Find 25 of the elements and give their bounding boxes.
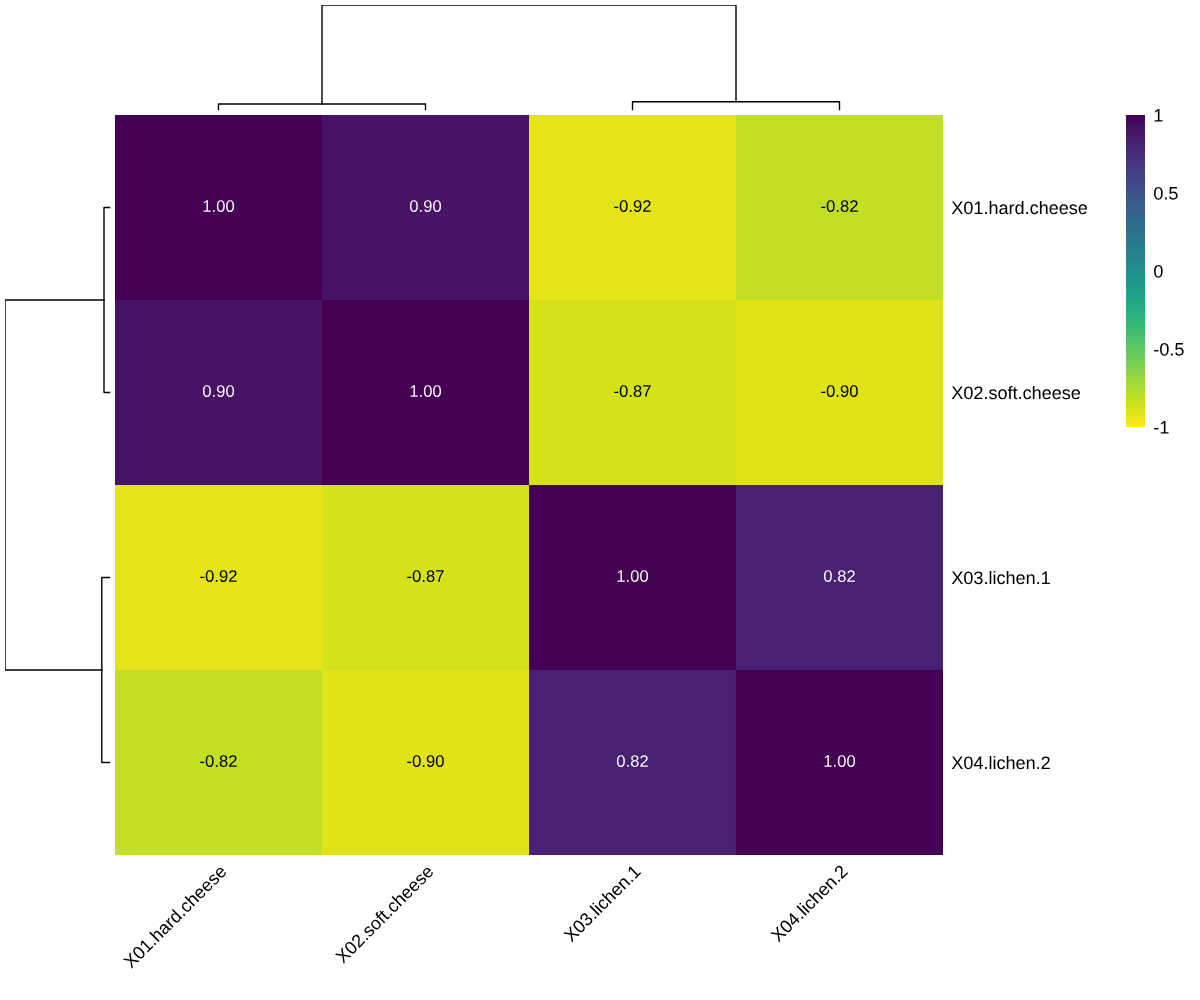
data-label: -0.92 (200, 570, 237, 582)
data-label: 0.82 (616, 755, 648, 767)
data-label: -0.87 (407, 570, 444, 582)
data-label: -0.90 (407, 755, 444, 767)
y-tick-label: X04.lichen.2 (951, 755, 1050, 770)
y-tick-label: X03.lichen.1 (951, 570, 1050, 585)
data-label: 1.00 (617, 570, 649, 582)
color-bar-label: 0 (1154, 264, 1163, 278)
data-label: -0.92 (614, 200, 651, 212)
data-label: -0.90 (821, 385, 858, 397)
y-tick-label: X01.hard.cheese (951, 200, 1088, 215)
data-label: -0.87 (614, 385, 651, 397)
data-label: 0.90 (202, 385, 235, 397)
color-bar-label: -0.5 (1154, 342, 1184, 356)
color-bar-label: -1 (1154, 421, 1169, 434)
data-label: -0.82 (821, 200, 858, 212)
data-label: 0.82 (823, 570, 855, 582)
data-label: 0.90 (409, 200, 442, 212)
color-bar-label: 1 (1154, 109, 1163, 122)
data-label: -0.82 (200, 755, 237, 767)
data-label: 1.00 (824, 755, 856, 767)
data-label: 1.00 (410, 385, 442, 397)
y-tick-label: X02.soft.cheese (951, 385, 1081, 400)
color-bar-label: 0.5 (1154, 186, 1178, 200)
data-label: 1.00 (203, 200, 235, 212)
